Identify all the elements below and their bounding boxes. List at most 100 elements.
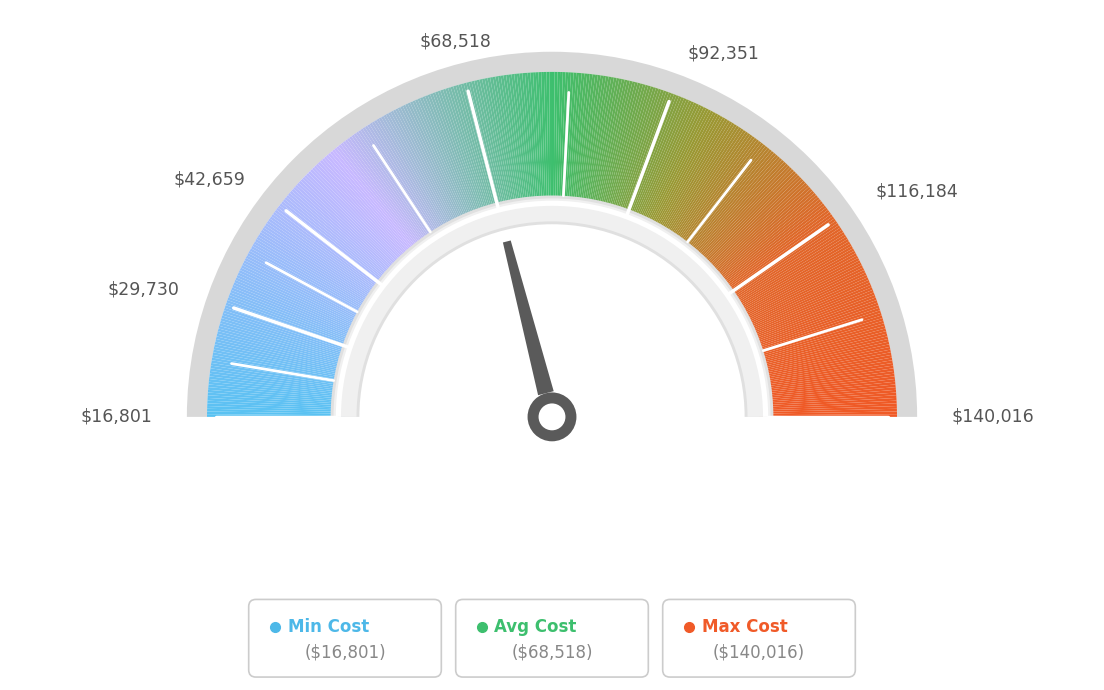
Wedge shape — [744, 287, 873, 341]
Wedge shape — [362, 127, 439, 244]
Wedge shape — [326, 155, 417, 261]
Wedge shape — [694, 167, 792, 268]
Wedge shape — [259, 232, 378, 307]
Wedge shape — [211, 363, 348, 386]
Text: ($68,518): ($68,518) — [511, 643, 593, 661]
Wedge shape — [750, 315, 882, 357]
Wedge shape — [687, 155, 778, 261]
Wedge shape — [232, 285, 361, 339]
Wedge shape — [450, 86, 492, 219]
Wedge shape — [208, 398, 346, 407]
Wedge shape — [511, 74, 529, 211]
Wedge shape — [498, 76, 521, 213]
Wedge shape — [675, 139, 760, 251]
Wedge shape — [755, 347, 890, 377]
Wedge shape — [223, 310, 355, 355]
Text: $92,351: $92,351 — [687, 44, 758, 62]
Wedge shape — [522, 73, 535, 210]
Wedge shape — [633, 99, 689, 227]
Wedge shape — [593, 79, 622, 214]
Wedge shape — [645, 108, 709, 233]
Wedge shape — [655, 117, 725, 238]
Wedge shape — [448, 87, 491, 219]
Wedge shape — [753, 334, 888, 368]
Wedge shape — [333, 199, 771, 417]
Wedge shape — [735, 258, 859, 323]
Text: Min Cost: Min Cost — [287, 618, 369, 636]
Wedge shape — [677, 141, 762, 253]
Wedge shape — [347, 138, 431, 250]
Wedge shape — [640, 105, 701, 230]
Wedge shape — [745, 293, 874, 344]
Wedge shape — [209, 376, 347, 394]
Wedge shape — [657, 120, 730, 239]
Wedge shape — [751, 323, 884, 362]
Wedge shape — [487, 77, 514, 213]
Wedge shape — [595, 79, 627, 215]
Wedge shape — [756, 363, 893, 386]
Wedge shape — [342, 141, 427, 253]
Wedge shape — [575, 74, 593, 211]
Wedge shape — [264, 225, 380, 303]
Wedge shape — [758, 384, 895, 399]
Wedge shape — [670, 133, 751, 248]
Wedge shape — [297, 183, 400, 277]
Wedge shape — [699, 173, 798, 272]
Wedge shape — [339, 144, 425, 255]
Text: $42,659: $42,659 — [173, 170, 245, 188]
Wedge shape — [358, 130, 437, 246]
Wedge shape — [353, 133, 434, 248]
Wedge shape — [328, 152, 418, 259]
Wedge shape — [214, 344, 350, 375]
Wedge shape — [619, 90, 667, 221]
Wedge shape — [735, 255, 858, 322]
Wedge shape — [393, 110, 458, 233]
Wedge shape — [254, 241, 374, 313]
Wedge shape — [247, 253, 370, 320]
Wedge shape — [273, 212, 385, 295]
Wedge shape — [208, 404, 346, 411]
Wedge shape — [718, 210, 829, 294]
Wedge shape — [729, 237, 848, 310]
Wedge shape — [225, 305, 357, 351]
Wedge shape — [634, 100, 691, 228]
Wedge shape — [210, 368, 347, 389]
Wedge shape — [305, 175, 404, 273]
Wedge shape — [240, 268, 365, 328]
Wedge shape — [381, 116, 450, 237]
Wedge shape — [731, 244, 851, 315]
Wedge shape — [724, 225, 840, 303]
Wedge shape — [686, 152, 776, 259]
Wedge shape — [211, 366, 348, 388]
Wedge shape — [755, 355, 892, 382]
Wedge shape — [229, 295, 359, 345]
Wedge shape — [272, 214, 384, 297]
Wedge shape — [716, 208, 828, 293]
Wedge shape — [310, 169, 408, 269]
Wedge shape — [231, 290, 360, 342]
Wedge shape — [756, 360, 893, 384]
Wedge shape — [372, 121, 445, 240]
Wedge shape — [741, 277, 869, 335]
Wedge shape — [613, 87, 656, 219]
Wedge shape — [330, 151, 420, 259]
Wedge shape — [241, 265, 367, 327]
Wedge shape — [492, 77, 518, 213]
Wedge shape — [415, 99, 471, 227]
Wedge shape — [638, 104, 699, 230]
Wedge shape — [749, 310, 881, 355]
Wedge shape — [625, 94, 677, 224]
Wedge shape — [660, 123, 734, 242]
Wedge shape — [208, 395, 346, 406]
Wedge shape — [279, 204, 390, 290]
Wedge shape — [701, 177, 802, 274]
Wedge shape — [208, 401, 346, 408]
Wedge shape — [524, 72, 538, 210]
Wedge shape — [370, 123, 444, 242]
Wedge shape — [285, 197, 393, 286]
Wedge shape — [665, 127, 742, 244]
Wedge shape — [265, 223, 381, 302]
Wedge shape — [351, 135, 433, 248]
Wedge shape — [533, 72, 542, 210]
Wedge shape — [616, 89, 661, 221]
